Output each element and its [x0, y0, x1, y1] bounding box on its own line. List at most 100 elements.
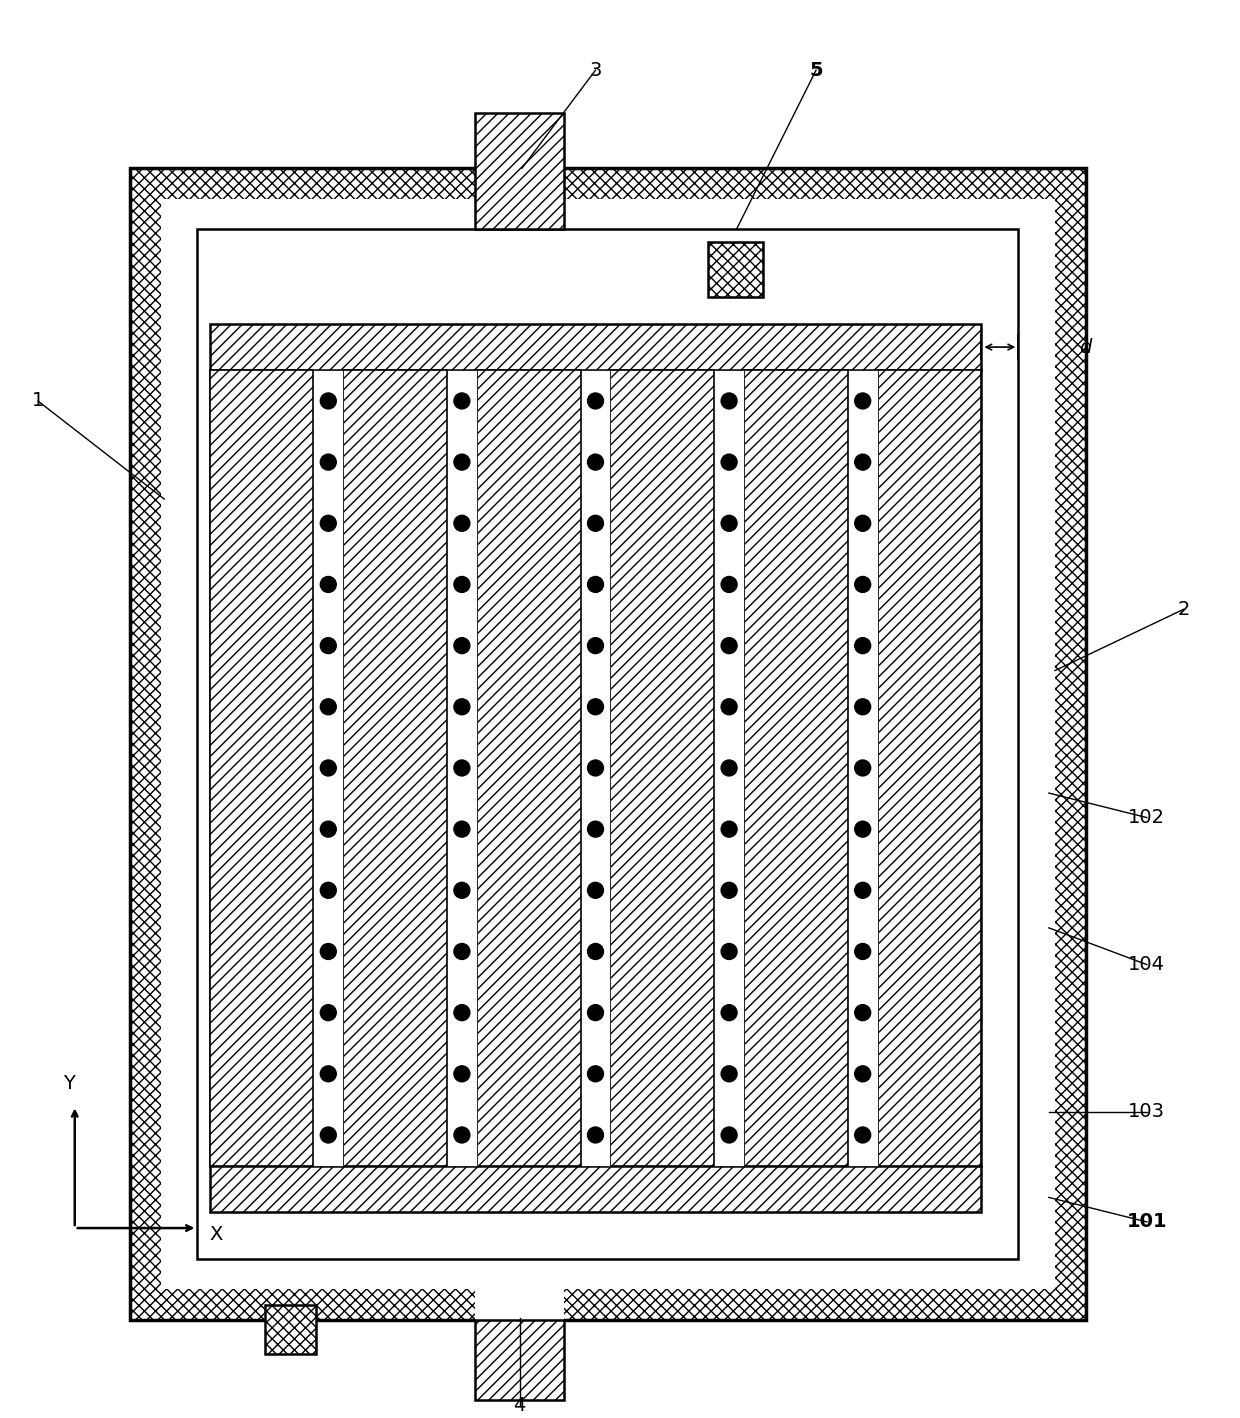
Circle shape [722, 882, 737, 898]
Circle shape [722, 943, 737, 960]
Bar [848, 370, 878, 1166]
Circle shape [588, 1066, 604, 1082]
Circle shape [588, 760, 604, 776]
Circle shape [854, 577, 870, 593]
Circle shape [454, 515, 470, 532]
Circle shape [320, 760, 336, 776]
Circle shape [320, 393, 336, 408]
Circle shape [588, 638, 604, 654]
Bar [708, 241, 764, 296]
Circle shape [722, 1127, 737, 1143]
Circle shape [454, 577, 470, 593]
Text: 3: 3 [589, 61, 601, 79]
Circle shape [854, 1066, 870, 1082]
Text: 102: 102 [1128, 808, 1166, 827]
Circle shape [454, 393, 470, 408]
Circle shape [722, 1066, 737, 1082]
Text: Y: Y [63, 1075, 74, 1093]
Circle shape [588, 699, 604, 715]
Circle shape [320, 638, 336, 654]
Circle shape [454, 821, 470, 837]
Bar [580, 370, 610, 1166]
Circle shape [854, 1005, 870, 1021]
Circle shape [588, 1127, 604, 1143]
Circle shape [320, 1005, 336, 1021]
Bar [210, 323, 981, 370]
Circle shape [588, 454, 604, 471]
Bar [343, 370, 448, 1166]
Circle shape [320, 943, 336, 960]
Text: d: d [1080, 337, 1092, 356]
Text: 104: 104 [1128, 956, 1166, 974]
Bar [160, 199, 1055, 1289]
Circle shape [854, 515, 870, 532]
Circle shape [454, 1005, 470, 1021]
Circle shape [722, 699, 737, 715]
Text: 4: 4 [513, 1397, 526, 1415]
Circle shape [588, 1005, 604, 1021]
Circle shape [588, 882, 604, 898]
Circle shape [854, 393, 870, 408]
Circle shape [454, 882, 470, 898]
Bar [476, 370, 580, 1166]
Circle shape [320, 454, 336, 471]
Text: 2: 2 [1178, 600, 1190, 618]
Circle shape [320, 699, 336, 715]
Bar [210, 1166, 981, 1212]
Bar [714, 370, 744, 1166]
Bar [475, 113, 564, 230]
Text: 103: 103 [1128, 1102, 1166, 1122]
Circle shape [588, 515, 604, 532]
Circle shape [320, 1127, 336, 1143]
Circle shape [722, 577, 737, 593]
Circle shape [454, 699, 470, 715]
Bar [878, 370, 981, 1166]
Circle shape [854, 821, 870, 837]
Circle shape [722, 760, 737, 776]
Bar [210, 370, 981, 1166]
Text: 5: 5 [810, 61, 823, 79]
Bar [197, 230, 1018, 1259]
Circle shape [722, 515, 737, 532]
Circle shape [588, 393, 604, 408]
Circle shape [722, 1005, 737, 1021]
Bar [130, 169, 1085, 1320]
Circle shape [320, 1066, 336, 1082]
Bar [610, 370, 714, 1166]
Circle shape [854, 943, 870, 960]
Circle shape [320, 515, 336, 532]
Bar [314, 370, 343, 1166]
Circle shape [454, 454, 470, 471]
Circle shape [854, 454, 870, 471]
Circle shape [454, 1127, 470, 1143]
Bar [475, 1286, 564, 1323]
Circle shape [320, 577, 336, 593]
Text: 1: 1 [32, 391, 45, 410]
Circle shape [722, 454, 737, 471]
Circle shape [454, 638, 470, 654]
Circle shape [588, 821, 604, 837]
Circle shape [854, 699, 870, 715]
Circle shape [320, 882, 336, 898]
Bar [475, 1320, 564, 1400]
Circle shape [454, 760, 470, 776]
Circle shape [854, 1127, 870, 1143]
Circle shape [722, 638, 737, 654]
Circle shape [722, 393, 737, 408]
Bar [448, 370, 476, 1166]
Text: 101: 101 [1127, 1212, 1167, 1231]
Circle shape [588, 943, 604, 960]
Circle shape [722, 821, 737, 837]
Circle shape [454, 1066, 470, 1082]
Text: X: X [210, 1225, 223, 1244]
Circle shape [854, 760, 870, 776]
Circle shape [454, 943, 470, 960]
Bar [264, 1305, 316, 1354]
Circle shape [588, 577, 604, 593]
Circle shape [854, 882, 870, 898]
Bar [475, 135, 564, 172]
Bar [210, 370, 314, 1166]
Bar [744, 370, 848, 1166]
Circle shape [320, 821, 336, 837]
Circle shape [854, 638, 870, 654]
